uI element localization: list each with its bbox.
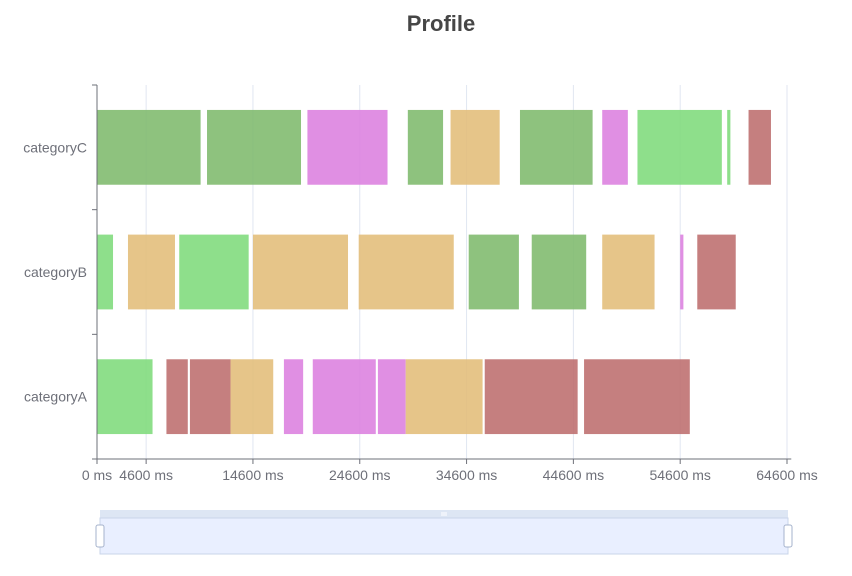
- task-bar-29: [748, 109, 771, 185]
- task-bar-7: [405, 359, 483, 435]
- x-tick-label-7: 64600 ms: [756, 467, 817, 483]
- task-bar-0: [97, 359, 153, 435]
- category-label-categoryB: categoryB: [24, 264, 87, 280]
- task-bar-14: [358, 234, 454, 310]
- task-bar-26: [602, 109, 628, 185]
- task-bar-12: [179, 234, 249, 310]
- task-bar-6: [377, 359, 406, 435]
- task-bar-21: [207, 109, 302, 185]
- task-bar-16: [531, 234, 587, 310]
- x-tick-label-2: 14600 ms: [222, 467, 283, 483]
- datazoom-slider[interactable]: [95, 510, 793, 555]
- task-bar-2: [189, 359, 231, 435]
- task-bars: [97, 109, 771, 435]
- task-bar-28: [727, 109, 731, 185]
- x-tick-label-0: 0 ms: [82, 467, 112, 483]
- task-bar-10: [97, 234, 114, 310]
- datazoom-selected-range[interactable]: [99, 517, 789, 555]
- x-tick-label-3: 24600 ms: [329, 467, 390, 483]
- task-bar-18: [680, 234, 684, 310]
- task-bar-3: [230, 359, 274, 435]
- datazoom-right-handle[interactable]: [783, 524, 793, 548]
- task-bar-25: [519, 109, 593, 185]
- task-bar-9: [584, 359, 690, 435]
- task-bar-4: [283, 359, 304, 435]
- chart-title: Profile: [407, 11, 475, 36]
- x-tick-label-1: 4600 ms: [119, 467, 173, 483]
- task-bar-22: [307, 109, 388, 185]
- task-bar-20: [97, 109, 201, 185]
- task-bar-15: [468, 234, 519, 310]
- datazoom-top-grip-icon: [441, 512, 447, 516]
- task-bar-5: [312, 359, 376, 435]
- x-tick-label-6: 54600 ms: [649, 467, 710, 483]
- task-bar-1: [166, 359, 188, 435]
- task-bar-19: [697, 234, 736, 310]
- category-label-categoryC: categoryC: [23, 139, 87, 155]
- y-axis: categoryA categoryB categoryC: [23, 84, 98, 460]
- x-tick-label-5: 44600 ms: [543, 467, 604, 483]
- task-bar-23: [407, 109, 444, 185]
- datazoom-left-handle[interactable]: [95, 524, 105, 548]
- x-axis: 0 ms 4600 ms 14600 ms 24600 ms 34600 ms 44600…: [82, 458, 818, 483]
- task-bar-24: [450, 109, 500, 185]
- task-bar-11: [127, 234, 175, 310]
- category-label-categoryA: categoryA: [24, 389, 88, 405]
- task-bar-17: [602, 234, 655, 310]
- task-bar-8: [484, 359, 578, 435]
- x-tick-label-4: 34600 ms: [436, 467, 497, 483]
- task-bar-13: [252, 234, 349, 310]
- task-bar-27: [637, 109, 722, 185]
